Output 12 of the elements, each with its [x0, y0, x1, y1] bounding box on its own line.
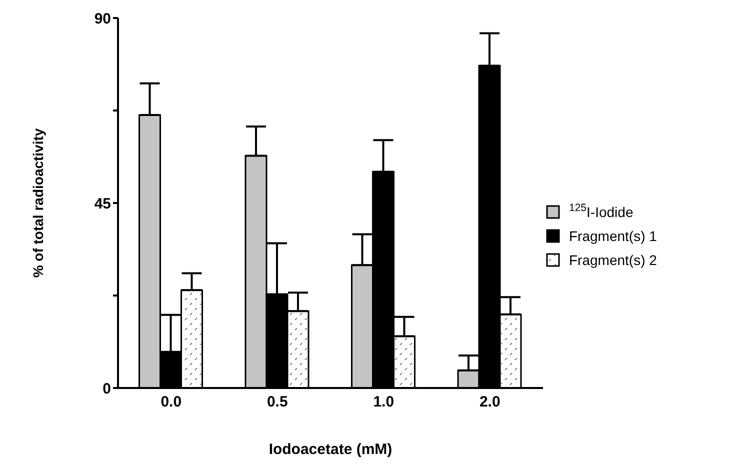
y-tick-label: 45 — [94, 195, 111, 212]
x-tick-label: 1.0 — [373, 394, 394, 411]
y-tick-label: 0 — [102, 380, 111, 398]
y-tick-label: 90 — [94, 10, 111, 28]
x-tick-label: 0.5 — [266, 394, 288, 411]
legend-label: Fragment(s) 2 — [569, 252, 658, 268]
x-axis-title: Iodoacetate (mM) — [268, 441, 392, 458]
y-axis-title: % of total radioactivity — [30, 128, 46, 278]
x-tick-label: 2.0 — [479, 394, 500, 411]
x-tick-label: 0.0 — [160, 394, 182, 411]
legend-label: Fragment(s) 1 — [569, 228, 658, 244]
legend-label: $^{125}$I-Iodide — [569, 202, 634, 220]
